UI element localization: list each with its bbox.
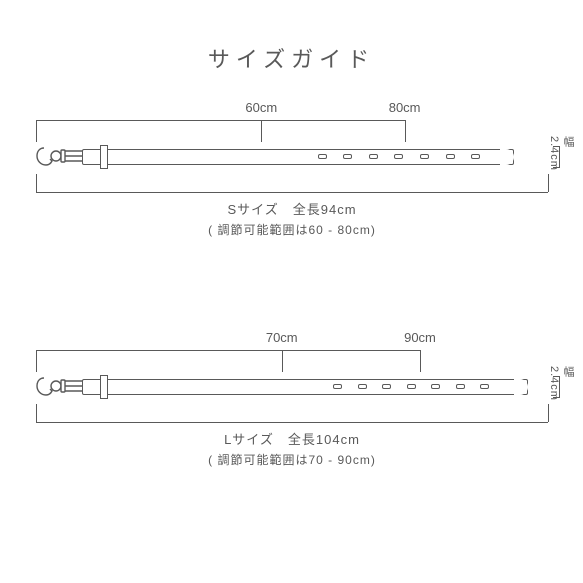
full-length-bracket <box>36 174 548 194</box>
top-dimension-bracket <box>36 120 548 142</box>
strap-hole <box>480 384 489 389</box>
strap-hole <box>446 154 455 159</box>
strap-hole <box>471 154 480 159</box>
min-length-label: 60cm <box>245 100 277 115</box>
full-length-bracket <box>36 404 548 424</box>
strap-hole <box>456 384 465 389</box>
strap-hole <box>318 154 327 159</box>
page-title: サイズガイド <box>0 42 583 74</box>
size-name-line: Lサイズ 全長104cm <box>36 430 548 451</box>
width-label: 幅2.4cm <box>548 366 576 401</box>
strap-hole <box>343 154 352 159</box>
max-length-label: 90cm <box>404 330 436 345</box>
strap-hole <box>394 154 403 159</box>
hook-icon <box>36 142 84 175</box>
buckle <box>100 145 108 169</box>
hook-icon <box>36 372 84 405</box>
strap-hole <box>369 154 378 159</box>
size-caption: Lサイズ 全長104cm( 調節可能範囲は70 - 90cm) <box>36 430 548 470</box>
strap-hole <box>333 384 342 389</box>
dimension-labels: 70cm 90cm <box>36 330 548 350</box>
strap-diagram: 幅2.4cm <box>36 142 548 170</box>
top-dimension-bracket <box>36 350 548 372</box>
size-range-line: ( 調節可能範囲は70 - 90cm) <box>36 451 548 470</box>
size-caption: Sサイズ 全長94cm( 調節可能範囲は60 - 80cm) <box>36 200 548 240</box>
strap-hole <box>407 384 416 389</box>
strap-hole <box>358 384 367 389</box>
dimension-labels: 60cm 80cm <box>36 100 548 120</box>
strap-hole <box>431 384 440 389</box>
strap-hole <box>382 384 391 389</box>
strap-diagram: 幅2.4cm <box>36 372 548 400</box>
size-guide-s: 60cm 80cm 幅2.4cm Sサイズ 全長94cm( 調節可能範囲は60 - … <box>36 100 548 240</box>
buckle <box>100 375 108 399</box>
width-label: 幅2.4cm <box>548 136 576 171</box>
size-range-line: ( 調節可能範囲は60 - 80cm) <box>36 221 548 240</box>
min-length-label: 70cm <box>266 330 298 345</box>
strap-hole <box>420 154 429 159</box>
size-name-line: Sサイズ 全長94cm <box>36 200 548 221</box>
size-guide-l: 70cm 90cm 幅2.4cm Lサイズ 全長104cm( 調節可能範囲は70 -… <box>36 330 548 470</box>
max-length-label: 80cm <box>389 100 421 115</box>
